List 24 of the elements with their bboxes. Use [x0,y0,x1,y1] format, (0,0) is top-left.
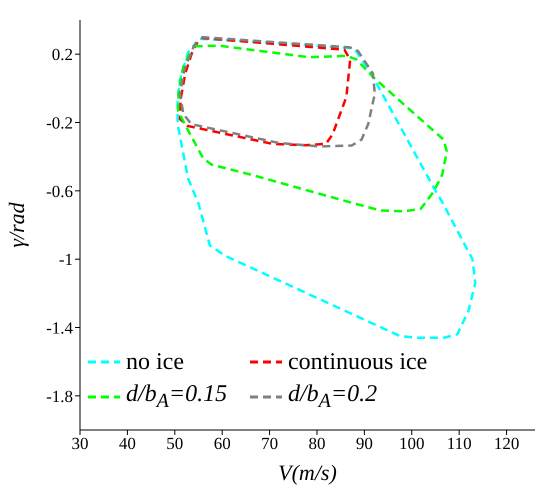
x-axis-title: V(m/s) [278,460,337,485]
legend-label: no ice [126,348,184,376]
x-tick-label: 100 [399,434,425,454]
y-tick-label: -0.6 [46,182,73,201]
legend-label: d/b$_{A}$=0.15 [126,380,228,414]
y-tick-label: 0.2 [52,45,73,64]
x-tick-label: 80 [308,434,326,454]
line-series [176,44,448,213]
x-tick-label: 50 [166,434,184,454]
legend-label: d/b$_{A}$=0.2 [288,380,378,414]
x-tick-label: 90 [356,434,373,454]
x-tick-label: 60 [214,434,231,454]
x-tick-label: 70 [261,434,278,454]
x-tick-label: 110 [446,434,472,454]
y-axis-title: γ/rad [4,201,29,248]
x-tick-label: 120 [494,434,520,454]
x-tick-label: 40 [118,434,136,454]
line-series [176,38,477,339]
x-tick-label: 30 [72,434,88,454]
y-tick-label: -0.2 [46,114,73,133]
y-tick-label: -1 [58,250,73,270]
y-tick-label: -1.8 [46,386,73,406]
legend-label: continuous ice [288,348,428,376]
y-tick-label: -1.4 [46,318,74,338]
